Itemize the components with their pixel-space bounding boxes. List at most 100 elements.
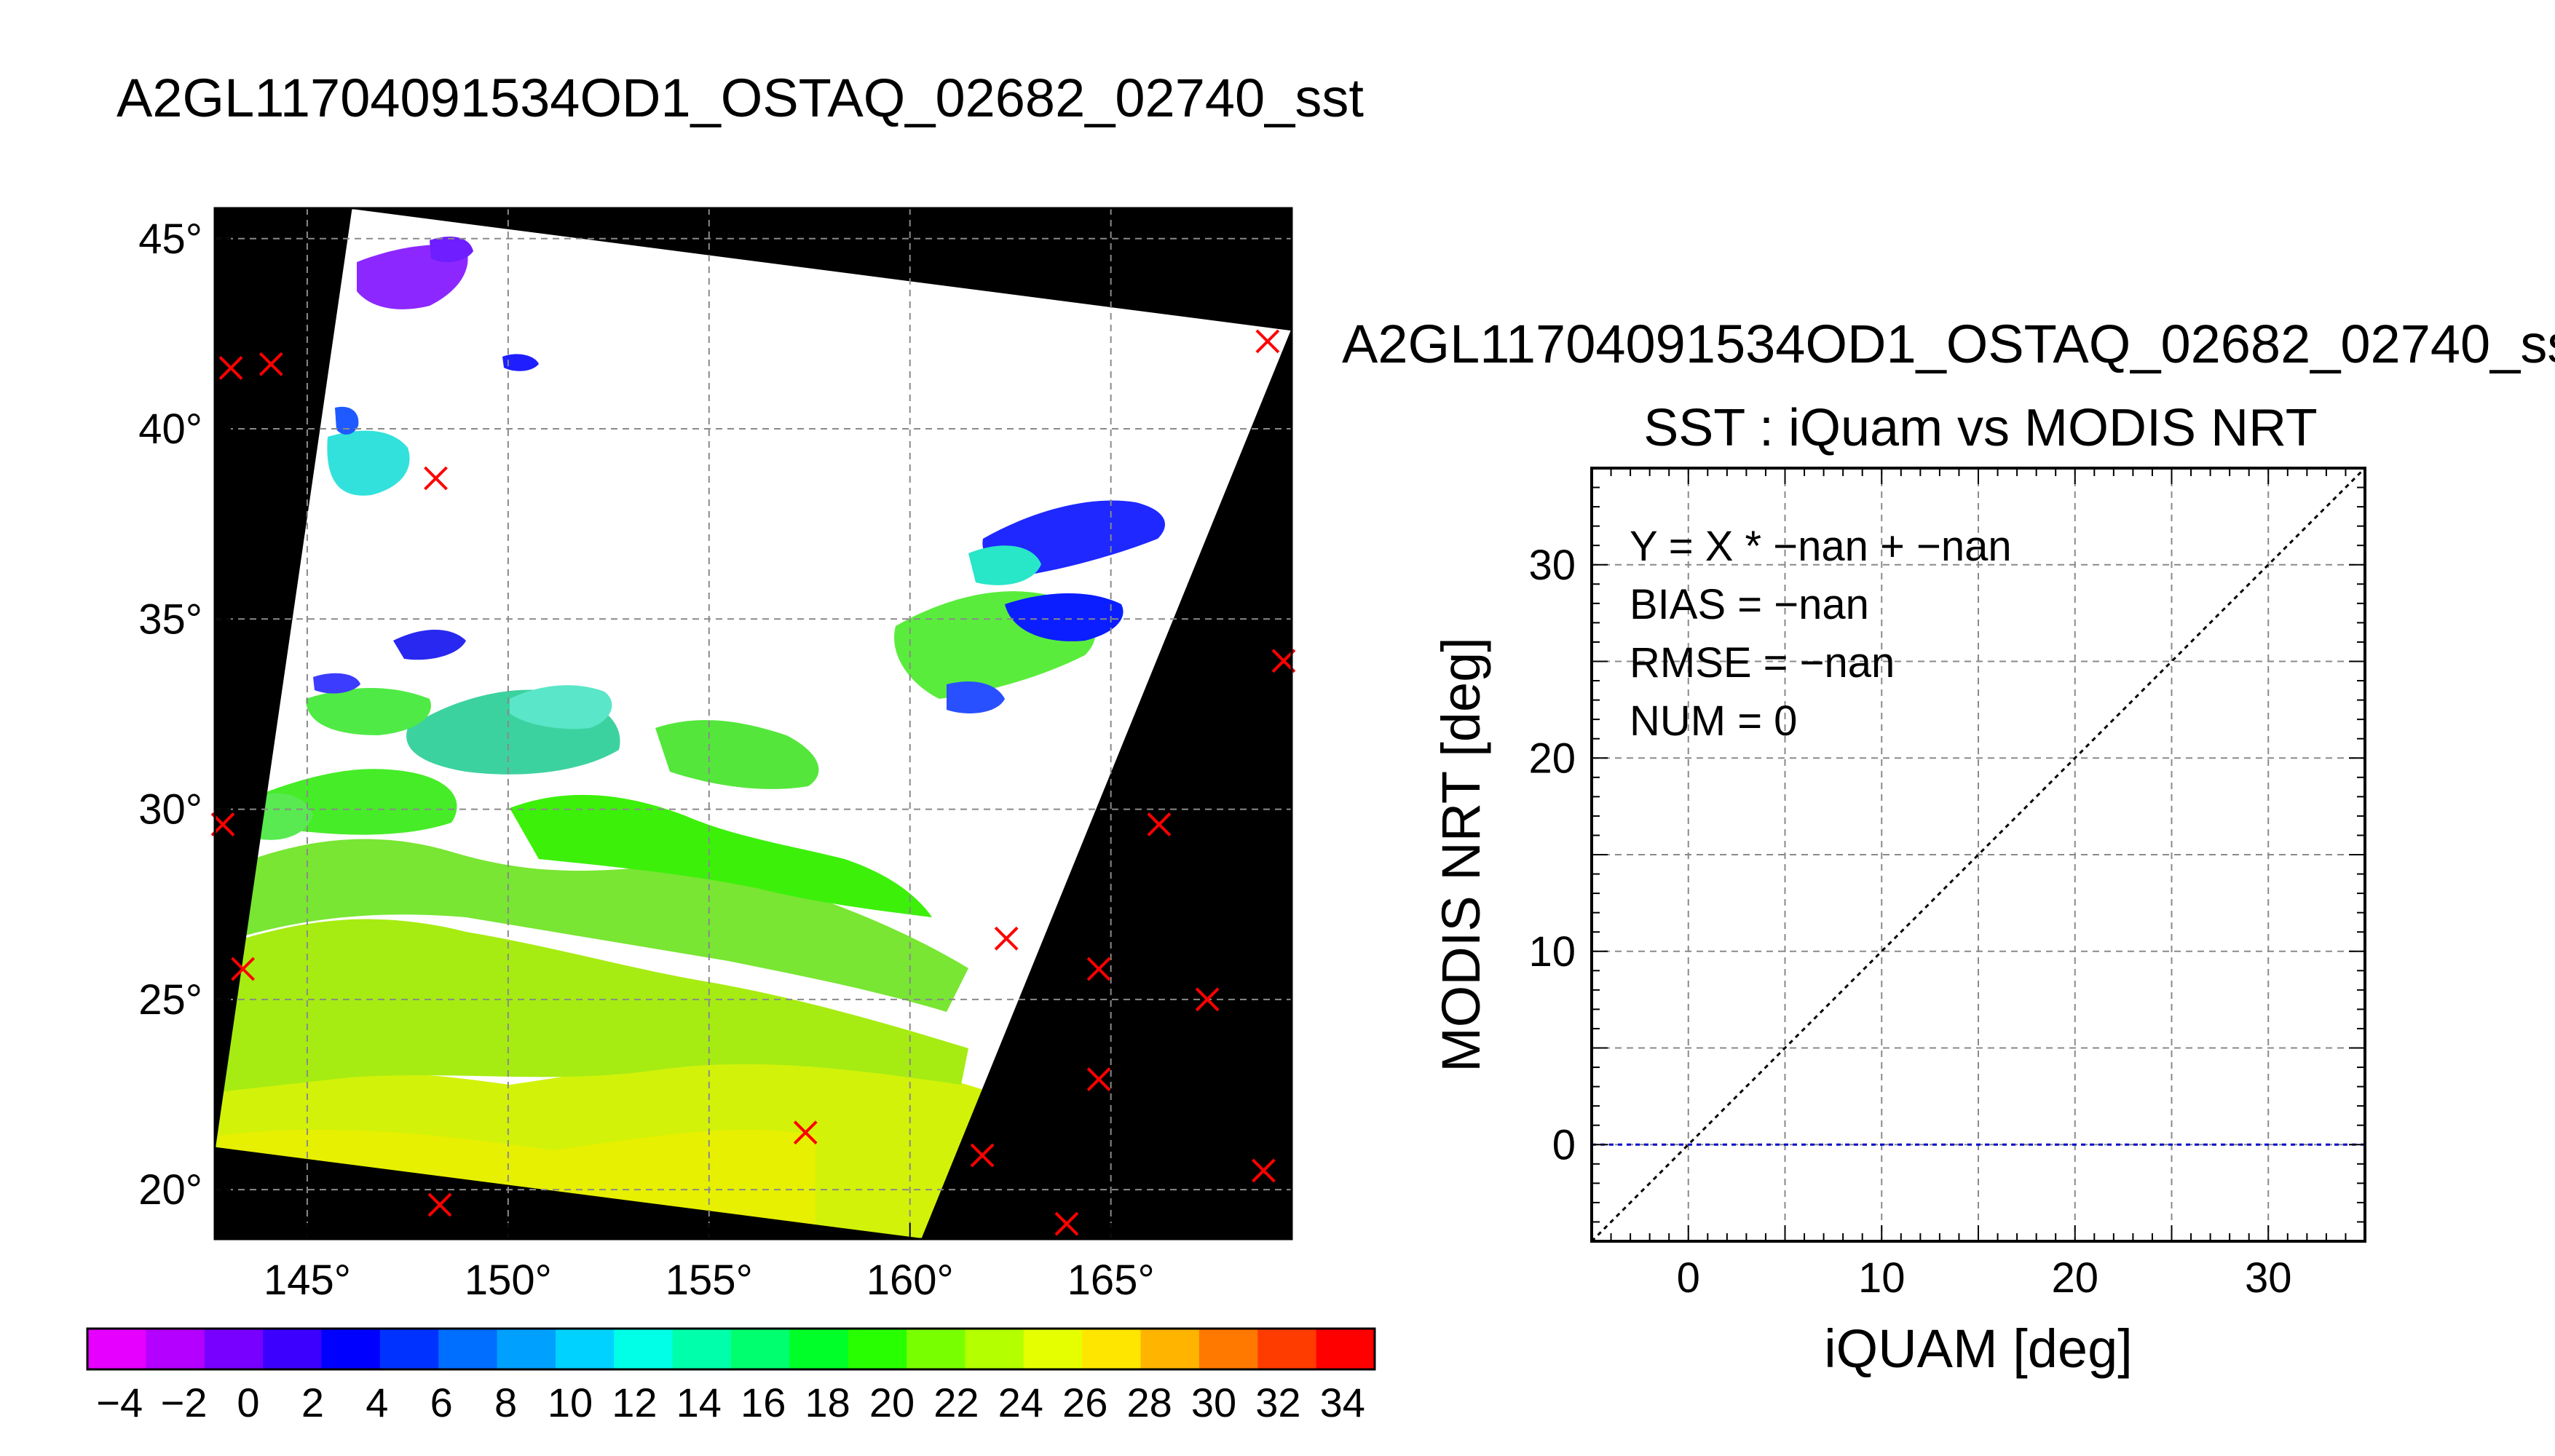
colorbar-label: 30: [1191, 1380, 1236, 1425]
map-y-tick-label: 25°: [138, 976, 202, 1024]
colorbar-label: 18: [805, 1380, 850, 1425]
map-y-tick-label: 20°: [138, 1166, 202, 1214]
buoy-marker: [424, 466, 448, 491]
sst-patch-green-5: [306, 688, 431, 735]
colorbar-label: 34: [1320, 1380, 1365, 1425]
sst-patch-green-4: [655, 720, 819, 789]
scatter-panel: Y = X * −nan + −nan BIAS = −nan RMSE = −…: [1431, 467, 2366, 1379]
buoy-marker: [1255, 329, 1280, 354]
colorbar-label: 16: [741, 1380, 786, 1425]
map-frame: [213, 207, 1293, 1241]
buoy-marker: [1147, 812, 1172, 836]
colorbar-label: 8: [494, 1380, 517, 1425]
map-grid: [215, 208, 1292, 1239]
colorbar-cell: [907, 1329, 966, 1369]
colorbar-label: 2: [301, 1380, 324, 1425]
colorbar-label: 24: [998, 1380, 1043, 1425]
scatter-file-title: A2GL11704091534OD1_OSTAQ_02682_02740_sst: [1342, 314, 2555, 374]
sst-patch-cyan-nw: [327, 430, 410, 496]
colorbar-cell: [1316, 1329, 1375, 1369]
stats-fit: Y = X * −nan + −nan: [1630, 523, 2012, 570]
scatter-y-tick-labels: 0 10 20 30: [1528, 542, 1576, 1169]
colorbar-cell: [497, 1329, 556, 1369]
colorbar-cell: [263, 1329, 323, 1369]
scatter-x-tick-label: 20: [2051, 1254, 2098, 1302]
buoy-marker: [231, 957, 256, 981]
scatter-x-axis-label: iQUAM [deg]: [1824, 1318, 2133, 1379]
scatter-frame: [1590, 467, 2366, 1243]
buoy-marker: [258, 352, 283, 376]
map-y-tick-label: 45°: [138, 215, 202, 263]
colorbar-cell: [146, 1329, 205, 1369]
map-y-tick-label: 40°: [138, 405, 202, 453]
map-panel: 145° 150° 155° 160° 165° 20° 25° 30° 35° 40° 45°: [138, 207, 1296, 1304]
colorbar-label: 4: [366, 1380, 388, 1425]
colorbar-cell: [438, 1329, 498, 1369]
scatter-y-axis-label: MODIS NRT [deg]: [1431, 637, 1491, 1072]
sst-field: [215, 237, 1165, 1239]
colorbar-label: −2: [161, 1380, 208, 1425]
scatter-x-tick-labels: 0 10 20 30: [1677, 1254, 2292, 1302]
colorbar-cell: [1198, 1329, 1258, 1369]
stats-bias: BIAS = −nan: [1630, 581, 1869, 628]
map-y-tick-labels: 20° 25° 30° 35° 40° 45°: [138, 215, 202, 1214]
colorbar-cell: [87, 1329, 146, 1369]
map-x-tick-label: 165°: [1067, 1257, 1155, 1304]
colorbar-label: −4: [96, 1380, 143, 1425]
colorbar-label: 6: [430, 1380, 453, 1425]
colorbar-cell: [965, 1329, 1024, 1369]
buoy-marker: [793, 1120, 818, 1145]
colorbar-labels: −4 −2 0 2 4 6 8 10 12 14 16 18 20 22 24 26 28 30 32 34: [96, 1380, 1365, 1425]
map-x-tick-label: 155°: [666, 1257, 753, 1304]
colorbar-frame: [86, 1327, 1376, 1371]
sst-patch-cyan-2: [510, 685, 612, 729]
scatter-y-tick-label: 10: [1528, 928, 1576, 976]
sst-patch-blue-nw: [335, 406, 359, 435]
sst-patch-blue-east-2: [1005, 593, 1124, 641]
colorbar-cell: [555, 1329, 615, 1369]
map-title: A2GL11704091534OD1_OSTAQ_02682_02740_sst: [117, 68, 1364, 128]
colorbar-cell: [1023, 1329, 1083, 1369]
buoy-marker: [970, 1143, 995, 1168]
buoy-marker: [1086, 957, 1111, 981]
map-y-tick-label: 30°: [138, 786, 202, 834]
map-x-tick-label: 150°: [465, 1257, 552, 1304]
sst-patch-green-1: [233, 839, 968, 1012]
sst-patch-blue-east-3: [947, 681, 1005, 713]
colorbar-cell: [731, 1329, 790, 1369]
colorbar-label: 22: [933, 1380, 979, 1425]
sst-patch-green-2: [510, 794, 932, 917]
scatter-y-tick-label: 0: [1552, 1121, 1576, 1168]
colorbar-cell: [321, 1329, 381, 1369]
scatter-x-tick-label: 30: [2245, 1254, 2292, 1302]
buoy-marker: [427, 1192, 452, 1217]
colorbar-label: 0: [237, 1380, 259, 1425]
stats-rmse: RMSE = −nan: [1630, 639, 1895, 687]
colorbar-cell: [204, 1329, 264, 1369]
scatter-title: SST : iQuam vs MODIS NRT: [1643, 399, 2318, 457]
sst-patch-violet-north: [430, 237, 473, 263]
map-y-tick-label: 35°: [138, 596, 202, 643]
sst-patch-blue-small-1: [502, 354, 539, 371]
sst-patch-blue-mid-2: [313, 673, 360, 694]
colorbar-cell: [672, 1329, 732, 1369]
colorbar-label: 28: [1126, 1380, 1172, 1425]
sst-patch-midsouth: [218, 919, 968, 1092]
scatter-x-tick-label: 0: [1677, 1254, 1700, 1302]
colorbar-cell: [614, 1329, 674, 1369]
scatter-x-tick-label: 10: [1858, 1254, 1906, 1302]
colorbar-label: 10: [548, 1380, 593, 1425]
map-x-tick-label: 160°: [866, 1257, 954, 1304]
colorbar-label: 14: [676, 1380, 722, 1425]
colorbar-label: 12: [612, 1380, 657, 1425]
buoy-marker: [1054, 1211, 1079, 1236]
scatter-y-tick-label: 30: [1528, 542, 1576, 589]
stats-num: NUM = 0: [1630, 697, 1797, 745]
sst-patch-cyan-east: [968, 545, 1041, 585]
colorbar-cell: [379, 1329, 439, 1369]
colorbar-cell: [789, 1329, 849, 1369]
colorbar-cell: [1082, 1329, 1142, 1369]
buoy-marker: [1251, 1158, 1276, 1183]
colorbar-cell: [848, 1329, 907, 1369]
